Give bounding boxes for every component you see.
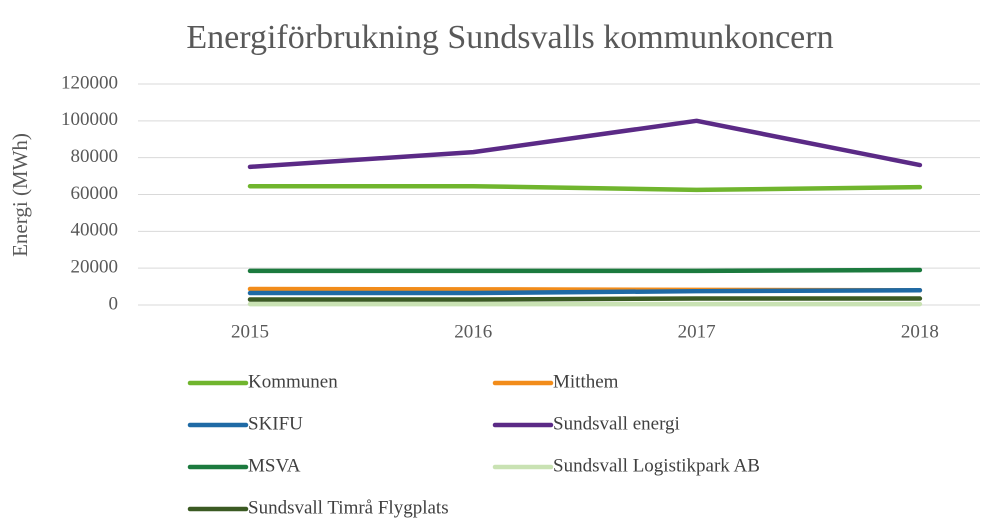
y-tick-label: 0	[109, 293, 119, 314]
series-line	[247, 183, 923, 193]
x-tick-label: 2016	[454, 321, 492, 342]
x-tick-label: 2018	[901, 321, 939, 342]
legend-label: Mitthem	[553, 371, 619, 392]
y-tick-label: 100000	[61, 109, 118, 130]
y-tick-label: 80000	[71, 146, 119, 167]
y-tick-label: 60000	[71, 183, 119, 204]
legend-label: Sundsvall Timrå Flygplats	[248, 497, 449, 518]
legend-label: MSVA	[248, 455, 301, 476]
series-line	[247, 288, 923, 296]
legend-label: Kommunen	[248, 371, 338, 392]
x-tick-label: 2017	[678, 321, 716, 342]
series-line	[247, 118, 923, 170]
y-tick-label: 20000	[71, 257, 119, 278]
legend: Kommunen Mitthem SKIFU Sundsvall energi MSVA…	[187, 371, 760, 518]
y-axis-label: Energi (MWh)	[8, 133, 32, 257]
legend-label: Sundsvall energi	[553, 413, 680, 434]
legend-label: Sundsvall Logistikpark AB	[553, 455, 760, 476]
chart-title: Energiförbrukning Sundsvalls kommunkonce…	[186, 19, 833, 56]
legend-label: SKIFU	[248, 413, 303, 434]
series-line	[247, 296, 923, 302]
series-line	[247, 267, 923, 274]
x-tick-label: 2015	[231, 321, 269, 342]
y-tick-label: 40000	[71, 220, 119, 241]
y-tick-label: 120000	[61, 72, 118, 93]
